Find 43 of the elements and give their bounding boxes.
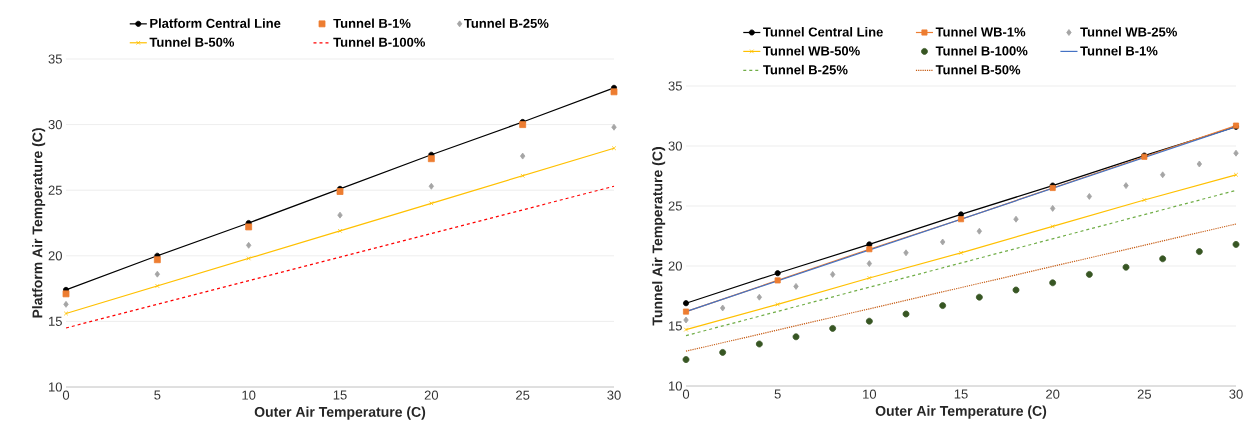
- y-tick-label: 30: [668, 141, 682, 151]
- y-tick-label: 10: [669, 381, 682, 391]
- x-tick-label: 20: [1046, 389, 1060, 399]
- legend-label: Tunnel B-100%: [333, 37, 426, 47]
- x-tick-label: 25: [516, 390, 530, 400]
- y-tick-label: 25: [48, 185, 62, 195]
- y-tick-label: 15: [669, 321, 682, 331]
- y-tick-label: 20: [668, 261, 682, 271]
- y-tick-label: 35: [48, 54, 62, 64]
- y-tick-label: 30: [48, 119, 62, 130]
- y-axis-title: Tunnel Air Temperature (C): [652, 147, 666, 326]
- y-tick-label: 15: [49, 316, 62, 326]
- x-tick-label: 0: [682, 389, 690, 399]
- y-tick-label: 10: [49, 382, 62, 392]
- x-tick-label: 5: [154, 390, 161, 400]
- x-axis-title: Outer Air Temperature (C): [254, 406, 426, 420]
- legend-label: Tunnel Central Line: [763, 27, 883, 37]
- legend-label: Tunnel B-25%: [763, 64, 848, 75]
- y-tick-label: 25: [668, 201, 682, 211]
- x-tick-label: 20: [424, 390, 439, 400]
- x-tick-label: 5: [774, 389, 781, 399]
- x-tick-label: 30: [607, 390, 621, 400]
- y-axis-title: Platform Air Temperature (C): [32, 128, 46, 318]
- y-tick-label: 35: [668, 81, 682, 91]
- y-tick-label: 20: [48, 251, 62, 261]
- x-tick-label: 10: [242, 390, 256, 400]
- x-tick-label: 25: [1137, 389, 1152, 399]
- legend-label: Tunnel B-1%: [1080, 45, 1158, 56]
- legend-label: Tunnel B-50%: [935, 64, 1021, 75]
- legend-label: Tunnel B-50%: [149, 37, 235, 47]
- x-tick-label: 10: [863, 389, 877, 399]
- legend-label: Platform Central Line: [150, 18, 281, 28]
- x-tick-label: 15: [333, 390, 347, 400]
- x-tick-label: 15: [954, 389, 968, 399]
- legend-label: Tunnel B-25%: [464, 18, 549, 28]
- x-axis-title: Outer Air Temperature (C): [875, 405, 1047, 419]
- legend-label: Tunnel WB-1%: [935, 27, 1026, 37]
- x-tick-label: 30: [1229, 389, 1243, 399]
- legend-label: Tunnel WB-25%: [1080, 27, 1177, 37]
- legend-label: Tunnel B-100%: [935, 45, 1028, 56]
- legend-label: Tunnel WB-50%: [763, 45, 860, 56]
- legend-label: Tunnel B-1%: [333, 18, 411, 28]
- x-tick-label: 0: [62, 390, 70, 400]
